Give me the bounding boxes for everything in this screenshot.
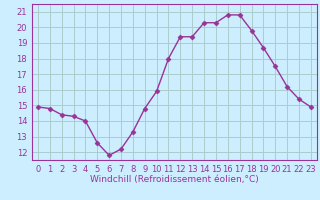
X-axis label: Windchill (Refroidissement éolien,°C): Windchill (Refroidissement éolien,°C) — [90, 175, 259, 184]
